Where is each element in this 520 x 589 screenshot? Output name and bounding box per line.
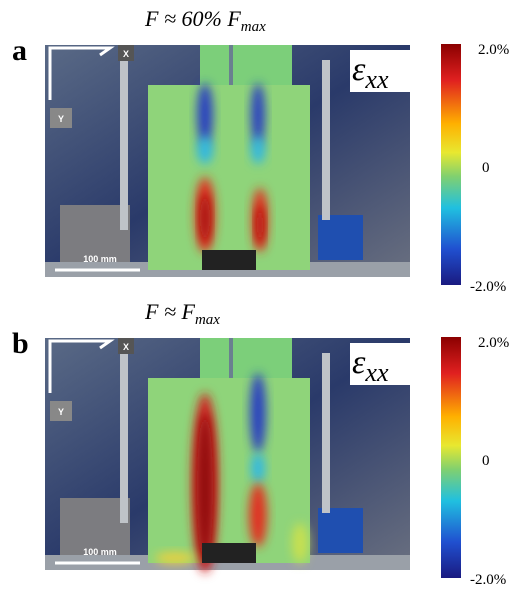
strain-map <box>148 338 310 573</box>
title-main: F ≈ 60% F <box>144 6 241 31</box>
strain-region <box>155 552 195 564</box>
panel-label: b <box>12 327 29 360</box>
slit-gap <box>229 45 233 85</box>
colorbar-bottom: -2.0% <box>470 279 506 295</box>
axis-y-label: Y <box>58 114 64 124</box>
strain-sub: xx <box>364 65 389 94</box>
colorbar-top: 2.0% <box>478 335 509 351</box>
title-sub: max <box>241 19 266 35</box>
eps-bg <box>350 343 410 385</box>
strain-label: εxx <box>352 51 389 94</box>
strain-region <box>197 83 213 147</box>
scale-bar-label: 100 mm <box>83 254 117 264</box>
colorbar-middle: 0 <box>482 160 490 176</box>
machine-left <box>60 205 130 270</box>
specimen-top <box>200 338 292 383</box>
strain-region <box>250 373 266 453</box>
rod-left <box>120 60 128 230</box>
axes-icon <box>48 339 115 393</box>
strain-region <box>251 83 265 147</box>
strain-main: ε <box>352 51 366 88</box>
panel-label: a <box>12 34 27 67</box>
strain-region <box>197 413 213 563</box>
eps-bg <box>350 50 410 92</box>
scale-bar-label: 100 mm <box>83 547 117 557</box>
y-box <box>50 401 72 421</box>
specimen-body <box>148 378 310 563</box>
slit <box>202 250 256 270</box>
strain-region <box>251 453 265 483</box>
colorbar-middle: 0 <box>482 453 490 469</box>
strain-map <box>148 45 310 270</box>
colorbar <box>441 44 461 285</box>
strain-region <box>251 136 265 164</box>
strain-region <box>256 205 264 245</box>
axis-x-label: X <box>123 49 129 59</box>
strain-main: ε <box>352 344 366 381</box>
x-box <box>118 338 134 354</box>
strain-region <box>197 136 213 164</box>
axis-x-label: X <box>123 342 129 352</box>
colorbar <box>441 337 461 578</box>
x-box <box>118 45 134 61</box>
axes-icon <box>48 46 115 100</box>
title-main: F ≈ F <box>144 299 196 324</box>
title-sub: max <box>195 312 220 328</box>
rod-left <box>120 353 128 523</box>
strain-label: εxx <box>352 344 389 387</box>
strain-region <box>292 523 308 563</box>
panel-title: F ≈ 60% Fmax <box>144 6 266 35</box>
strain-region <box>249 483 267 547</box>
machine-left <box>60 498 130 563</box>
colorbar-top: 2.0% <box>478 42 509 58</box>
colorbar-bottom: -2.0% <box>470 572 506 588</box>
strain-region <box>200 193 210 243</box>
specimen-body <box>148 85 310 270</box>
panel: X Y 100 mm b F ≈ Fmax εxx 2.0% 0 -2.0% <box>12 299 509 588</box>
machine-right <box>318 508 363 553</box>
rod-right <box>322 60 330 220</box>
specimen-top <box>200 45 292 90</box>
panel: X Y 100 mm a F ≈ 60% Fmax εxx 2.0% 0 -2.0% <box>12 6 509 295</box>
machine-right <box>318 215 363 260</box>
y-box <box>50 108 72 128</box>
axis-y-label: Y <box>58 407 64 417</box>
slit-gap <box>229 338 233 378</box>
strain-sub: xx <box>364 358 389 387</box>
rod-right <box>322 353 330 513</box>
panel-title: F ≈ Fmax <box>144 299 220 328</box>
slit <box>202 543 256 563</box>
